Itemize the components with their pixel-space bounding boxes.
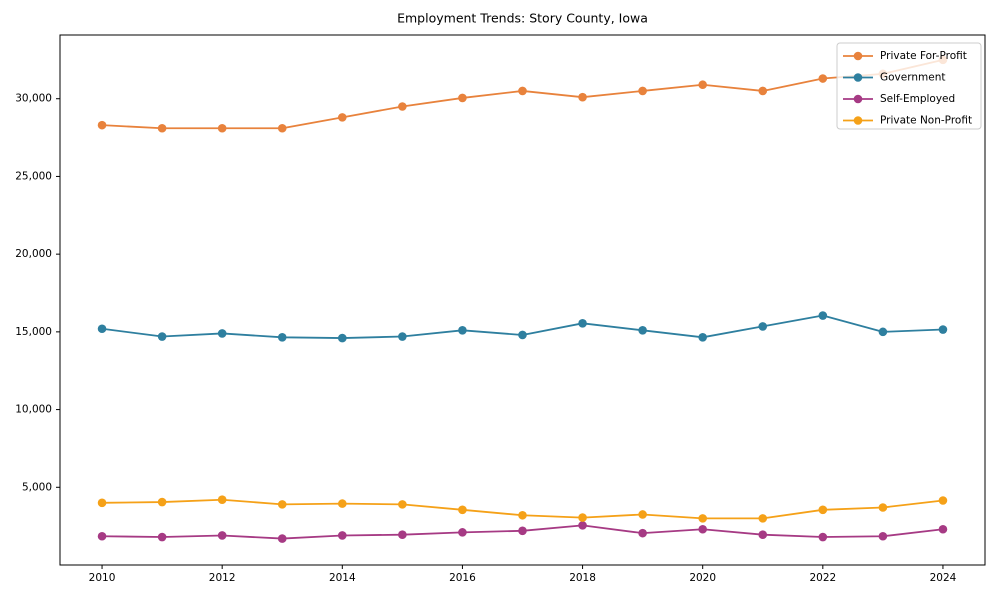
data-point-private-for-profit: [398, 102, 407, 111]
data-point-private-non-profit: [578, 513, 587, 522]
data-point-government: [157, 332, 167, 341]
data-point-government: [338, 333, 347, 343]
legend-label-government: Government: [880, 72, 945, 84]
data-point-private-non-profit: [217, 495, 227, 505]
data-point-self-employed: [97, 531, 107, 541]
data-point-government: [758, 322, 768, 331]
axes-frame: [59, 34, 986, 566]
data-point-private-for-profit: [818, 74, 828, 83]
y-tick-label: 25,000: [15, 170, 52, 182]
data-point-private-non-profit: [938, 496, 948, 505]
data-point-private-for-profit: [157, 123, 167, 133]
data-point-private-non-profit: [518, 510, 527, 520]
data-point-private-non-profit: [157, 497, 167, 507]
data-point-private-non-profit: [878, 503, 888, 512]
data-point-government: [277, 333, 287, 342]
data-point-self-employed: [518, 526, 527, 536]
x-tick-label: 2022: [809, 572, 836, 584]
data-point-private-non-profit: [698, 514, 707, 523]
data-point-private-non-profit: [97, 498, 107, 508]
data-point-private-non-profit: [638, 510, 647, 519]
data-point-private-for-profit: [217, 123, 227, 133]
data-point-private-for-profit: [578, 92, 587, 102]
data-point-government: [398, 332, 407, 341]
data-point-self-employed: [878, 531, 888, 541]
data-point-self-employed: [698, 524, 707, 534]
legend-label-self-employed: Self-Employed: [880, 93, 955, 105]
data-point-government: [818, 311, 828, 320]
data-point-self-employed: [277, 534, 287, 543]
data-point-private-for-profit: [638, 86, 647, 96]
x-tick-label: 2018: [569, 572, 596, 584]
data-point-private-for-profit: [458, 93, 467, 103]
data-point-self-employed: [578, 521, 587, 530]
data-point-self-employed: [818, 532, 828, 542]
data-point-private-for-profit: [338, 113, 347, 122]
data-point-government: [638, 326, 647, 335]
data-point-government: [878, 327, 888, 337]
data-point-government: [578, 319, 587, 328]
data-point-private-for-profit: [698, 80, 707, 90]
data-point-self-employed: [217, 531, 227, 540]
data-point-government: [698, 333, 707, 342]
data-point-government: [97, 324, 107, 334]
data-point-self-employed: [338, 531, 347, 540]
data-point-private-non-profit: [818, 505, 828, 515]
data-point-self-employed: [758, 530, 768, 539]
legend-box: [836, 42, 982, 130]
plot-area: 5,000 10,000 15,000 20,000 25,000 30,000 2010 2…: [15, 34, 986, 584]
data-point-private-for-profit: [518, 86, 527, 96]
x-tick-label: 2014: [329, 572, 356, 584]
legend-item-private-non-profit: Private Non-Profit: [843, 115, 972, 127]
y-tick-label: 20,000: [15, 248, 52, 260]
y-tick-label: 15,000: [15, 326, 52, 338]
y-tick-label: 30,000: [15, 93, 52, 105]
data-point-private-non-profit: [277, 500, 287, 509]
data-point-government: [217, 329, 227, 338]
data-point-government: [458, 326, 467, 335]
data-point-private-non-profit: [338, 499, 347, 508]
data-point-private-non-profit: [758, 514, 768, 523]
data-point-self-employed: [938, 524, 948, 534]
legend-marker-private-for-profit: [853, 51, 863, 61]
data-point-private-non-profit: [458, 505, 467, 515]
data-point-private-for-profit: [758, 86, 768, 96]
data-point-private-non-profit: [398, 500, 407, 509]
legend-item-self-employed: Self-Employed: [843, 93, 955, 105]
data-point-self-employed: [398, 530, 407, 539]
legend-label-private-non-profit: Private Non-Profit: [880, 115, 972, 127]
data-point-government: [938, 325, 948, 334]
data-point-government: [518, 330, 527, 340]
legend-marker-private-non-profit: [853, 116, 863, 125]
y-tick-label: 10,000: [15, 404, 52, 416]
x-tick-label: 2020: [689, 572, 716, 584]
chart-title: Employment Trends: Story County, Iowa: [397, 11, 648, 26]
legend-item-private-for-profit: Private For-Profit: [843, 50, 967, 62]
x-tick-label: 2016: [449, 572, 476, 584]
x-tick-label: 2012: [209, 572, 236, 584]
legend-label-private-for-profit: Private For-Profit: [880, 50, 967, 62]
legend-marker-government: [853, 73, 863, 82]
legend-marker-self-employed: [853, 94, 863, 104]
data-point-private-for-profit: [277, 123, 287, 133]
data-point-self-employed: [458, 528, 467, 537]
data-point-self-employed: [638, 528, 647, 538]
x-tick-label: 2024: [930, 572, 957, 584]
y-tick-label: 5,000: [22, 481, 52, 493]
data-point-private-for-profit: [97, 120, 107, 130]
legend-item-government: Government: [843, 72, 945, 84]
x-tick-label: 2010: [89, 572, 116, 584]
data-point-self-employed: [157, 532, 167, 542]
legend: Private For-Profit Government Self-Employe…: [836, 42, 982, 130]
